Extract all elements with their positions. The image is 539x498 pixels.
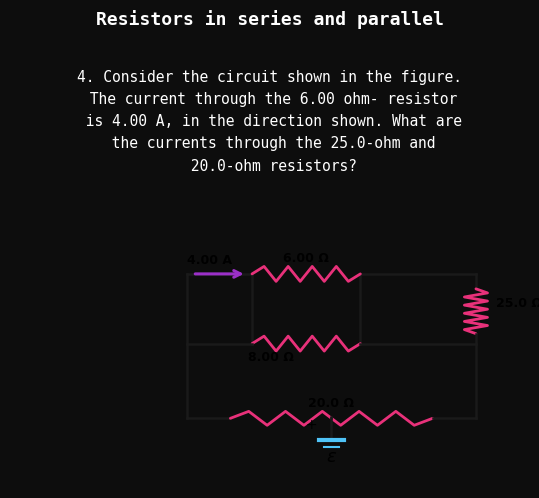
- Text: +: +: [306, 417, 317, 432]
- Text: 4. Consider the circuit shown in the figure.
 The current through the 6.00 ohm- : 4. Consider the circuit shown in the fig…: [77, 70, 462, 173]
- Text: 25.0 Ω: 25.0 Ω: [496, 297, 539, 310]
- Text: 4.00 A: 4.00 A: [187, 253, 232, 267]
- Text: ε: ε: [327, 448, 336, 466]
- Text: Resistors in series and parallel: Resistors in series and parallel: [95, 10, 444, 29]
- Text: 20.0 Ω: 20.0 Ω: [308, 397, 355, 410]
- Text: 8.00 Ω: 8.00 Ω: [248, 351, 294, 364]
- Text: 6.00 Ω: 6.00 Ω: [284, 252, 329, 265]
